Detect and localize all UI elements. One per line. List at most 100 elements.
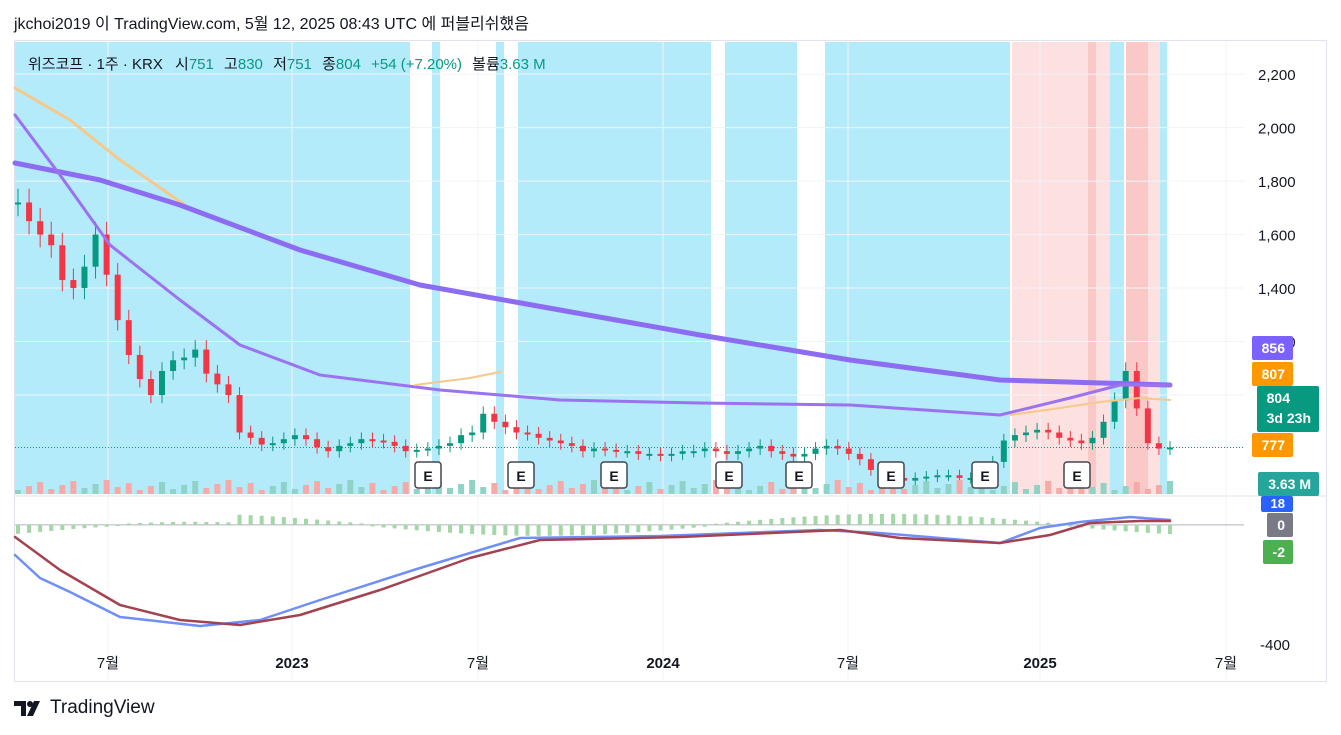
price-tick-2: 1,800 bbox=[1258, 174, 1296, 191]
published-caption: jkchoi2019 이 TradingView.com, 5월 12, 202… bbox=[14, 16, 529, 33]
candle-body-50 bbox=[568, 443, 575, 446]
ma-short-late bbox=[1009, 397, 1171, 416]
earnings-marker-6 bbox=[971, 461, 999, 489]
close-label: 종 bbox=[322, 56, 336, 73]
volume-bar-18 bbox=[214, 484, 221, 494]
candle-body-99 bbox=[1111, 400, 1118, 422]
volume-bar-2 bbox=[37, 482, 44, 494]
candle-body-30 bbox=[347, 443, 354, 446]
macd-hist-17 bbox=[204, 521, 209, 525]
macd-hist-57 bbox=[647, 524, 652, 532]
macd-hist-83 bbox=[935, 514, 940, 525]
ma-short-mid bbox=[414, 371, 501, 386]
candle-body-17 bbox=[203, 349, 210, 374]
volume-bar-48 bbox=[546, 485, 553, 494]
volume-bar-50 bbox=[568, 488, 575, 494]
macd-hist-51 bbox=[580, 524, 585, 536]
volume-bar-42 bbox=[480, 487, 487, 494]
volume-bar-35 bbox=[402, 482, 409, 494]
macd-hist-24 bbox=[281, 517, 286, 525]
earnings-marker-5 bbox=[877, 461, 905, 489]
candle-body-34 bbox=[391, 441, 398, 446]
volume-bar-61 bbox=[690, 488, 697, 494]
candle-body-10 bbox=[125, 320, 132, 355]
macd-hist-102 bbox=[1145, 524, 1150, 533]
candle-body-13 bbox=[159, 370, 165, 396]
candle-body-102 bbox=[1144, 408, 1151, 444]
earnings-marker-7 bbox=[1063, 461, 1091, 489]
earnings-label-4: E bbox=[794, 468, 803, 484]
candle-body-44 bbox=[502, 421, 509, 428]
time-tick-3: 2024 bbox=[646, 655, 680, 672]
bg-zone-pink-b bbox=[1148, 42, 1160, 494]
volume-bar-80 bbox=[901, 489, 908, 494]
volume-bar-104 bbox=[1167, 481, 1173, 494]
candle-body-92 bbox=[1034, 429, 1041, 433]
earnings-label-0: E bbox=[423, 468, 432, 484]
volume-bar-10 bbox=[125, 483, 132, 494]
macd-hist-72 bbox=[813, 515, 818, 525]
brand-name: TradingView bbox=[50, 697, 155, 718]
volume-bar-76 bbox=[856, 483, 863, 494]
macd-hist-80 bbox=[902, 513, 907, 525]
volume-bar-41 bbox=[469, 480, 476, 494]
macd-hist-70 bbox=[791, 517, 796, 525]
volume-bar-94 bbox=[1056, 488, 1063, 494]
macd-hist-54 bbox=[614, 524, 619, 534]
price-tag-ma-long: 856 bbox=[1251, 336, 1293, 360]
macd-hist-48 bbox=[547, 524, 552, 536]
volume-bar-57 bbox=[646, 482, 653, 494]
macd-hist-31 bbox=[359, 523, 364, 525]
candle-body-81 bbox=[912, 477, 919, 481]
macd-hist-61 bbox=[691, 524, 696, 528]
macd-hist-47 bbox=[536, 524, 541, 536]
volume-bar-25 bbox=[291, 489, 298, 494]
ma-short-early bbox=[13, 86, 187, 207]
tradingview-logo[interactable]: TradingView bbox=[14, 697, 155, 719]
macd-hist-103 bbox=[1156, 524, 1161, 534]
candle-body-22 bbox=[258, 437, 265, 445]
macd-hist-101 bbox=[1134, 524, 1139, 533]
volume-bar-89 bbox=[1000, 486, 1007, 494]
candle-body-4 bbox=[59, 245, 66, 281]
candle-body-16 bbox=[192, 349, 199, 358]
candle-body-40 bbox=[458, 435, 465, 444]
candle-body-5 bbox=[70, 280, 77, 289]
volume-bar-45 bbox=[513, 486, 520, 494]
bg-zone-cyan-2 bbox=[496, 42, 504, 494]
macd-hist-67 bbox=[758, 519, 763, 525]
macd-hist-74 bbox=[835, 514, 840, 525]
macd-hist-4 bbox=[60, 524, 65, 530]
volume-bar-90 bbox=[1011, 482, 1018, 494]
macd-hist-76 bbox=[857, 514, 862, 525]
candle-body-57 bbox=[646, 453, 653, 456]
volume-bar-49 bbox=[557, 481, 564, 494]
macd-hist-6 bbox=[82, 524, 87, 529]
volume-bar-66 bbox=[746, 490, 753, 494]
macd-hist-66 bbox=[747, 520, 752, 525]
macd-line bbox=[13, 515, 1172, 628]
macd-zero-tag: 0 bbox=[1267, 513, 1293, 537]
macd-hist-104 bbox=[1168, 524, 1172, 535]
macd-hist-77 bbox=[868, 513, 873, 525]
macd-hist-13 bbox=[160, 522, 164, 525]
macd-hist-73 bbox=[824, 515, 829, 525]
macd-hist-33 bbox=[381, 524, 386, 528]
volume-bar-83 bbox=[934, 488, 941, 494]
volume-bar-86 bbox=[967, 487, 974, 494]
earnings-label-1: E bbox=[516, 468, 525, 484]
candle-body-63 bbox=[712, 448, 719, 452]
volume-bar-16 bbox=[192, 481, 199, 494]
macd-hist-55 bbox=[625, 524, 630, 533]
candle-body-103 bbox=[1155, 443, 1162, 449]
macd-hist-45 bbox=[514, 524, 519, 536]
macd-hist-16 bbox=[193, 521, 198, 525]
volume-bar-22 bbox=[258, 490, 265, 494]
candle-body-7 bbox=[92, 234, 99, 267]
candle-body-91 bbox=[1023, 432, 1029, 436]
macd-hist-52 bbox=[592, 524, 596, 535]
candle-body-47 bbox=[535, 433, 542, 438]
volume-bar-34 bbox=[391, 486, 398, 494]
candle-body-53 bbox=[602, 448, 609, 451]
